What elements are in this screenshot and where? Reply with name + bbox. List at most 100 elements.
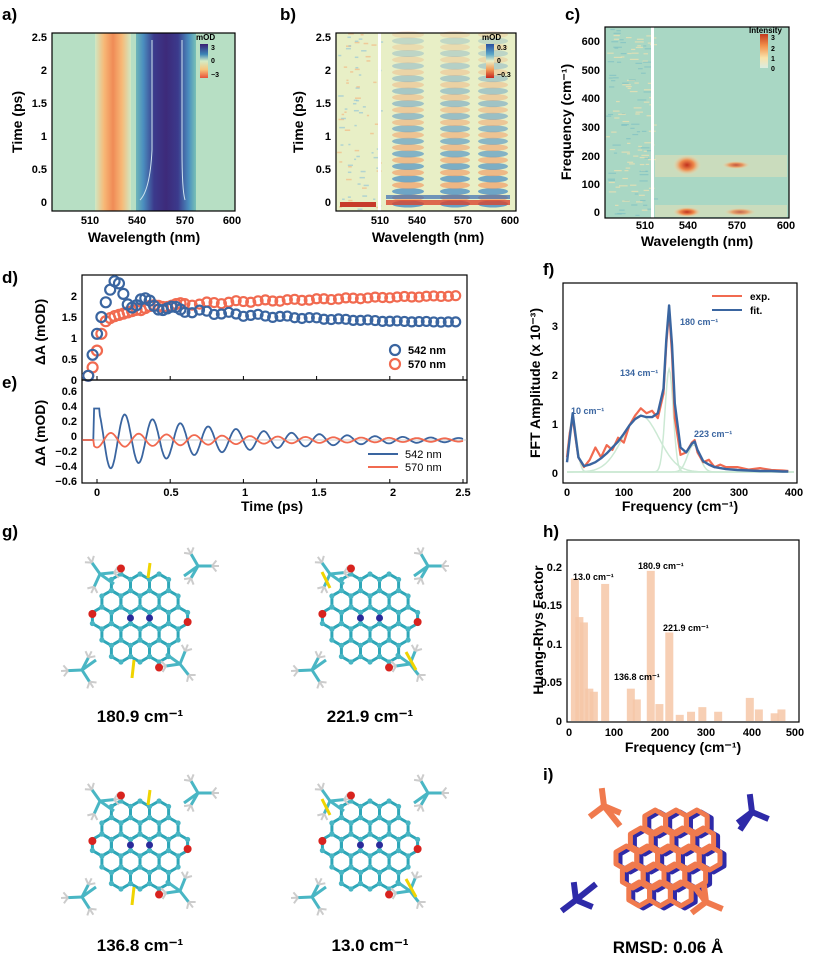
panel-e-ytick: 0 — [71, 431, 77, 443]
molecule-atom — [109, 654, 114, 659]
panel-c-noise-mark — [621, 124, 628, 125]
molecule-bond — [92, 790, 100, 801]
molecule-atom — [128, 870, 133, 875]
molecule-bond — [312, 670, 320, 682]
molecule-atom — [377, 654, 382, 659]
molecule-atom — [348, 593, 353, 598]
panel-b-stripe — [392, 63, 424, 70]
panel-c-scatter-line — [651, 27, 654, 218]
molecule-hydrogen — [92, 783, 94, 790]
molecule-atom — [137, 637, 142, 642]
panel-b-ytick: 1 — [325, 131, 331, 143]
panel-b-stripe — [392, 106, 424, 113]
panel-b-noise — [339, 127, 345, 128]
molecule-atom — [156, 604, 161, 609]
panel-c-noise-mark — [614, 39, 619, 40]
molecule-oxygen — [155, 664, 163, 672]
panel-b-stripe — [392, 157, 424, 164]
overlay-bond — [750, 794, 752, 812]
molecule-atom — [358, 848, 363, 853]
panel-a-label: a) — [2, 5, 17, 24]
panel-f-ylabel: FFT Amplitude (x 10⁻³) — [527, 308, 543, 458]
molecule-oxygen — [385, 664, 393, 672]
molecule-atom — [118, 604, 123, 609]
overlay-bond — [574, 882, 576, 900]
molecule-atom — [396, 610, 401, 615]
molecule-oxygen — [318, 837, 326, 845]
panel-d-label: d) — [2, 268, 18, 287]
molecule-atom — [156, 831, 161, 836]
molecule-atom — [128, 621, 133, 626]
molecule-atom — [367, 637, 372, 642]
panel-b-colorbar-tick: 0.3 — [497, 45, 507, 52]
panel-h-bar — [714, 712, 722, 721]
molecule-nitrogen — [376, 615, 383, 622]
molecule-bond — [312, 897, 320, 909]
panel-e-xtick: 2 — [390, 487, 396, 499]
molecule-atom — [118, 886, 123, 891]
panel-c-noise-mark — [616, 30, 620, 31]
panel-b-stripe — [478, 81, 508, 88]
panel-c-noise-mark — [622, 84, 631, 85]
panel-c-noise-mark — [635, 41, 644, 42]
molecule-nitrogen — [357, 615, 364, 622]
panel-b-noise — [342, 199, 345, 201]
panel-b-stripe — [440, 175, 470, 182]
molecule-hydrogen — [187, 902, 189, 909]
molecule-bond — [94, 801, 100, 814]
panel-c-noise-mark — [627, 162, 633, 163]
panel-a-ytick: 2 — [41, 65, 47, 77]
molecule-hydrogen — [184, 805, 191, 806]
molecule-hydrogen — [322, 783, 324, 790]
panel-c-noise-mark — [628, 88, 631, 89]
molecule-atom — [147, 881, 152, 886]
panel-b-stripe — [392, 100, 424, 107]
panel-e: e) 0.6 0.4 0.2 0 −0.2 −0.4 −0.6 0 0.5 1 … — [2, 373, 471, 514]
panel-b-stripe — [392, 113, 424, 120]
molecule-bond — [82, 670, 90, 682]
molecule-atom — [386, 798, 391, 803]
panel-b-noise — [373, 198, 375, 200]
panel-f-ytick: 3 — [552, 321, 558, 333]
panel-b-stripe — [440, 163, 470, 170]
molecule-atom — [396, 848, 401, 853]
panel-b-stripe — [392, 175, 424, 182]
panel-c-noise-mark — [644, 151, 647, 152]
molecule-atom — [367, 659, 372, 664]
molecule-atom — [185, 610, 190, 615]
molecule-oxygen — [347, 565, 355, 573]
panel-c-noise-mark — [646, 35, 651, 36]
molecule-oxygen — [318, 610, 326, 618]
panel-e-ytick: 0.4 — [62, 401, 78, 413]
molecule-atom — [176, 626, 181, 631]
panel-f-line-fit — [567, 305, 788, 471]
molecule-atom — [137, 864, 142, 869]
molecule-atom — [118, 831, 123, 836]
panel-c-noise-mark — [642, 210, 648, 211]
panel-h-bar — [590, 692, 598, 721]
molecule-atom — [406, 864, 411, 869]
panel-c-noise-mark — [638, 149, 642, 150]
panel-f-annotation-10: 10 cm⁻¹ — [571, 406, 604, 416]
molecule-oxygen — [385, 891, 393, 899]
panel-b-xlabel: Wavelength (nm) — [372, 229, 484, 245]
panel-b-noise — [354, 125, 356, 127]
molecule-atom — [128, 837, 133, 842]
molecule-bond — [100, 573, 114, 574]
panel-b-stripe — [392, 44, 424, 51]
panel-c-xtick: 570 — [728, 220, 746, 232]
molecule-atom — [99, 820, 104, 825]
panel-c-noise-mark — [611, 80, 615, 81]
molecule-hydrogen — [187, 675, 189, 682]
molecule-atom — [90, 621, 95, 626]
panel-b-noise — [338, 55, 341, 57]
molecule-oxygen — [155, 891, 163, 899]
panel-a-xtick: 570 — [176, 215, 194, 227]
molecule-atom — [109, 837, 114, 842]
molecule-atom — [386, 864, 391, 869]
panel-c-noise-mark — [631, 124, 639, 125]
panel-c-noise-mark — [635, 113, 639, 114]
panel-b-colorbar-tick: −0.3 — [497, 72, 511, 79]
molecule-atom — [377, 870, 382, 875]
panel-b-stripe — [392, 50, 424, 57]
